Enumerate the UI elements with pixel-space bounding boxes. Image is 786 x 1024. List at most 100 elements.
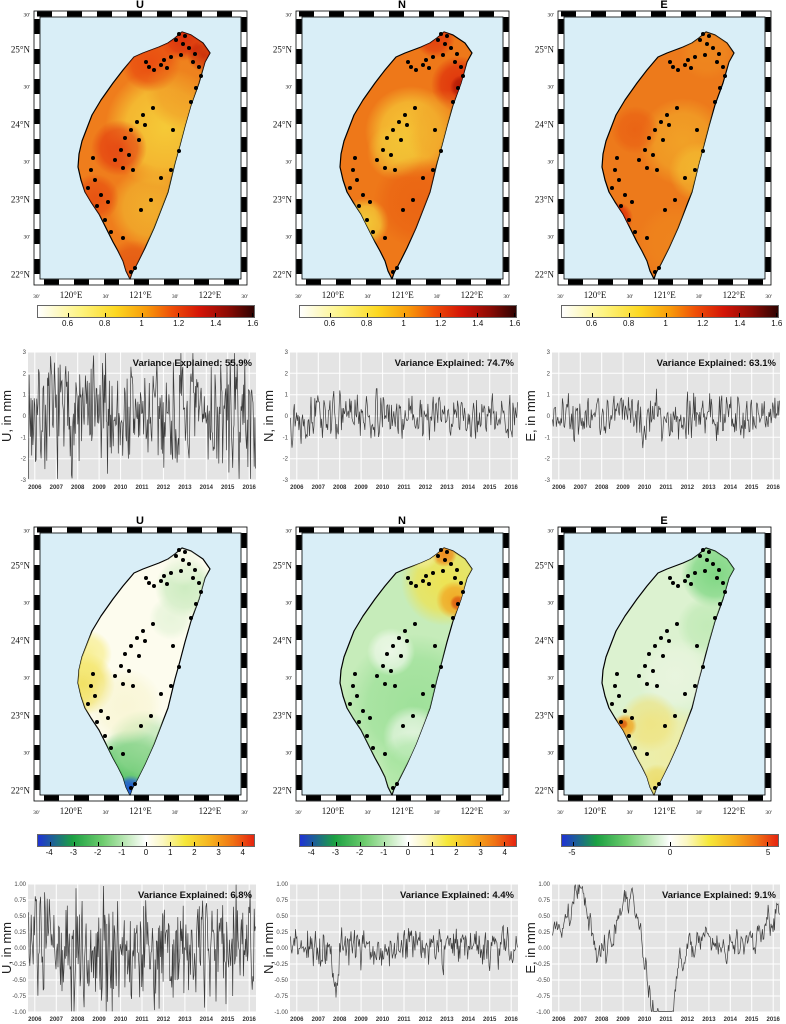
colorbar-tick-label: 3 xyxy=(216,848,221,857)
map-title: N xyxy=(398,516,406,527)
station-dot xyxy=(177,548,181,552)
colorbar-tick-mark xyxy=(572,842,574,846)
station-dot xyxy=(451,100,455,104)
station-dot xyxy=(141,629,145,633)
station-dot xyxy=(147,65,151,69)
station-dot xyxy=(141,113,145,117)
x-tick-label: 2014 xyxy=(200,1017,214,1023)
lon-tick-label: 30' xyxy=(365,810,372,816)
station-dot xyxy=(683,692,687,696)
frame-dashes xyxy=(34,527,247,801)
station-dot xyxy=(676,68,680,72)
y-tick-label: 3 xyxy=(285,350,289,356)
lat-tick-label: 30' xyxy=(24,235,31,241)
station-dot xyxy=(139,208,143,212)
station-dot xyxy=(99,193,103,197)
station-dot xyxy=(401,724,405,728)
station-dot xyxy=(177,149,181,153)
station-dot xyxy=(645,166,649,170)
station-dot xyxy=(103,218,107,222)
station-dot xyxy=(189,616,193,620)
map-panel: N 30' 25°N 30' 24°N 30' 23°N 30' 22°N 30' 120°E 30… xyxy=(262,516,524,857)
y-tick-label: 3 xyxy=(547,350,551,356)
colorbar-tick-label: 1.6 xyxy=(771,319,783,328)
colorbar-wrap: -4 -3 -2 -1 0 1 2 3 4 xyxy=(299,834,517,862)
timeseries-plot: 1.00 0.75 0.50 0.25 0.00 -0.25 -0.50 -0.75 -1.00… xyxy=(0,882,257,1023)
y-tick-label: 0 xyxy=(285,414,289,420)
map-title: U xyxy=(136,516,144,527)
colorbar-tick-label: -1 xyxy=(118,848,126,857)
data-line xyxy=(290,388,518,448)
colorbar-tick-mark xyxy=(702,313,704,317)
station-dot xyxy=(617,694,621,698)
station-dot xyxy=(623,193,627,197)
station-dot xyxy=(179,569,183,573)
map-title: U xyxy=(136,0,144,11)
map-axis-labels: 30' 25°N 30' 24°N 30' 23°N 30' 22°N 30' 120°E 30' 1… xyxy=(535,529,772,816)
station-dot xyxy=(169,168,173,172)
colorbar-tick-label: 0.8 xyxy=(99,319,111,328)
lat-tick-label: 23°N xyxy=(273,710,293,720)
map-canvas: U 30'25°N30'24°N30'23°N30'22°N30' 120°E 30… xyxy=(11,516,248,816)
lon-tick-label: 30' xyxy=(627,810,634,816)
lon-tick-label: 30' xyxy=(241,294,248,300)
station-dot xyxy=(162,58,166,62)
x-tick-label: 2008 xyxy=(333,1017,347,1023)
y-tick-label: 0 xyxy=(547,414,551,420)
frame-dashes xyxy=(558,527,771,801)
station-dot xyxy=(459,65,463,69)
map-panel: E 30' 25°N 30' 24°N 30' 23°N 30' 22°N 30' 120°E 30… xyxy=(524,516,786,857)
station-dot xyxy=(431,168,435,172)
x-tick-label: 2010 xyxy=(638,1017,652,1023)
station-dot xyxy=(643,664,647,668)
colorbar xyxy=(37,834,255,847)
lon-tick-label: 122°E xyxy=(199,290,222,300)
station-dot xyxy=(707,550,711,554)
lon-tick-label: 120°E xyxy=(322,290,345,300)
station-dot xyxy=(659,120,663,124)
station-dot xyxy=(365,734,369,738)
lon-tick-label: 121°E xyxy=(653,290,676,300)
frame-dashes xyxy=(558,11,771,285)
station-dot xyxy=(174,38,178,42)
x-tick-label: 2013 xyxy=(440,1017,454,1023)
station-dot xyxy=(383,682,387,686)
station-dot xyxy=(95,204,99,208)
station-dot xyxy=(653,270,657,274)
station-dot xyxy=(169,684,173,688)
y-tick-label: -3 xyxy=(283,478,289,484)
y-tick-label: 0.25 xyxy=(276,930,288,936)
lat-tick-label: 23°N xyxy=(273,194,293,204)
lat-tick-label: 23°N xyxy=(535,194,555,204)
station-dot xyxy=(109,746,113,750)
station-dot xyxy=(181,558,185,562)
mode-2-section: U 30' 25°N 30' 24°N 30' 23°N 30' 22°N 30' 120°E 30… xyxy=(0,516,786,1024)
map-frame xyxy=(33,10,248,286)
lat-tick-label: 25°N xyxy=(11,561,31,571)
station-dot xyxy=(189,100,193,104)
x-tick-label: 2009 xyxy=(92,1017,106,1023)
colorbar-tick-mark xyxy=(50,842,52,846)
station-dot xyxy=(147,581,151,585)
station-dot xyxy=(395,266,399,270)
station-dot xyxy=(671,581,675,585)
station-dot xyxy=(411,714,415,718)
y-tick-label: 2 xyxy=(547,371,551,377)
station-dot xyxy=(693,55,697,59)
timeseries-panel: 3 2 1 0 -1 -2 -3 2006 2007 2008 2009 2010 2011 2012 20… xyxy=(0,346,262,494)
timeseries-row: 3 2 1 0 -1 -2 -3 2006 2007 2008 2009 2010 2011 2012 20… xyxy=(0,346,786,494)
station-dot xyxy=(131,684,135,688)
station-dot xyxy=(368,716,372,720)
map-panel: E 30' 25°N 30' 24°N 30' 23°N 30' 22°N 30' 120°E 30… xyxy=(524,0,786,340)
map-title: N xyxy=(398,0,406,11)
station-dot xyxy=(655,168,659,172)
y-tick-label: -0.50 xyxy=(274,978,288,984)
station-dot xyxy=(149,198,153,202)
gridlines xyxy=(552,351,780,481)
x-tick-label: 2010 xyxy=(114,485,128,491)
colorbar-tick-label: 1.4 xyxy=(472,319,484,328)
station-dot xyxy=(121,236,125,240)
station-dot xyxy=(619,204,623,208)
station-dot xyxy=(171,128,175,132)
